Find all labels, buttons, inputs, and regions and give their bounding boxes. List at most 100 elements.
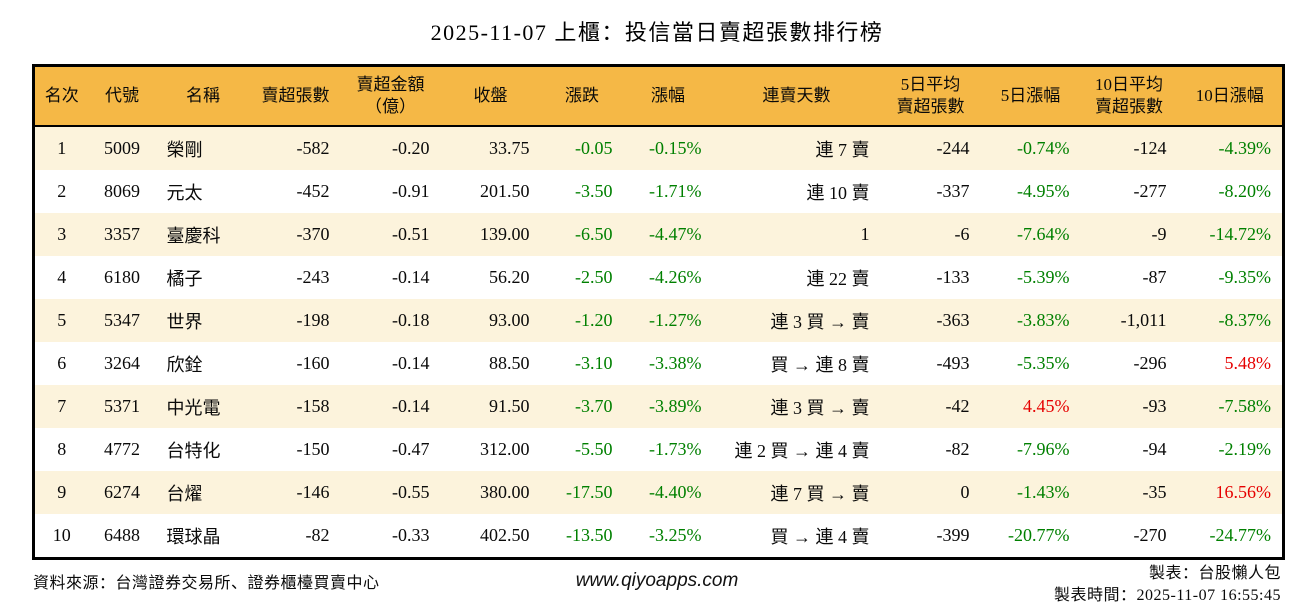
table-row: 3 3357 臺慶科 -370 -0.51 139.00 -6.50 -4.47% 1 -6 -7.… xyxy=(33,213,1284,256)
column-header-change-pct: 漲幅 xyxy=(623,65,713,127)
cell-code: 8069 xyxy=(104,181,140,201)
cell-net-sell-amount: -0.47 xyxy=(392,439,430,459)
column-header-pct10-change: 10日漲幅 xyxy=(1177,65,1284,127)
cell-change-pct: -4.47% xyxy=(623,213,713,256)
cell-net-sell-amount: -0.14 xyxy=(392,267,430,287)
report-page: 2025-11-07 上櫃：投信當日賣超張數排行榜 名次 代號 名稱 賣超張數 … xyxy=(0,17,1314,612)
cell-close: 139.00 xyxy=(440,213,541,256)
cell-pct10-change: 16.56% xyxy=(1177,471,1284,514)
cell-pct5-change: -3.83% xyxy=(980,299,1081,342)
column-header-code: 代號 xyxy=(88,65,156,127)
cell-avg5-net-sell: -337 xyxy=(936,181,970,201)
cell-rank: 10 xyxy=(52,525,71,545)
cell-name: 中光電 xyxy=(155,385,251,428)
cell-rank: 2 xyxy=(57,181,67,201)
column-header-close: 收盤 xyxy=(440,65,541,127)
cell-sell-streak: 連 2 買 → 連 4 賣 xyxy=(734,440,870,461)
cell-close: 56.20 xyxy=(489,267,530,287)
cell-change-pct: -1.27% xyxy=(623,299,713,342)
cell-change: -5.50 xyxy=(575,439,613,459)
column-header-net-sell-amount: 賣超金額 （億） xyxy=(340,65,441,127)
cell-pct5-change: -5.39% xyxy=(1017,267,1070,287)
cell-avg5-net-sell: -6 xyxy=(880,213,981,256)
cell-name: 榮剛 xyxy=(155,126,251,170)
made-by: 製表：台股懶人包 xyxy=(1148,565,1281,582)
table-row: 5 5347 世界 -198 -0.18 93.00 -1.20 -1.27% 連 3 買 → … xyxy=(33,299,1284,342)
cell-avg5-net-sell: -82 xyxy=(945,439,970,459)
footer: 資料來源：台灣證券交易所、證券櫃檯買賣中心 www.qiyoapps.com 製… xyxy=(32,560,1282,612)
page-title: 2025-11-07 上櫃：投信當日賣超張數排行榜 xyxy=(430,20,884,45)
cell-avg5-net-sell: -244 xyxy=(880,126,981,170)
cell-net-sell-volume: -82 xyxy=(305,525,330,545)
cell-name: 欣銓 xyxy=(166,354,203,375)
cell-name: 橘子 xyxy=(166,268,203,289)
cell-change-pct: -1.71% xyxy=(649,181,702,201)
cell-close: 380.00 xyxy=(440,471,541,514)
column-header-sell-streak: 連賣天數 xyxy=(712,65,881,127)
cell-change: -3.10 xyxy=(575,353,613,373)
table-row: 4 6180 橘子 -243 -0.14 56.20 -2.50 -4.26% 連 22 賣 -1… xyxy=(34,256,1284,299)
cell-net-sell-amount: -0.14 xyxy=(340,385,441,428)
cell-pct10-change: -7.58% xyxy=(1177,385,1284,428)
cell-net-sell-amount: -0.18 xyxy=(340,299,441,342)
column-header-pct5-change: 5日漲幅 xyxy=(980,65,1081,127)
cell-code: 4772 xyxy=(104,439,140,459)
cell-pct10-change: 5.48% xyxy=(1224,353,1272,373)
table-row: 9 6274 台燿 -146 -0.55 380.00 -17.50 -4.40% 連 7 買 … xyxy=(33,471,1284,514)
cell-pct5-change: -1.43% xyxy=(980,471,1081,514)
cell-net-sell-amount: -0.14 xyxy=(392,353,430,373)
column-header-avg10-net-sell: 10日平均 賣超張數 xyxy=(1080,65,1178,127)
cell-change-pct: -4.26% xyxy=(649,267,702,287)
cell-change: -3.70 xyxy=(540,385,624,428)
cell-name: 台燿 xyxy=(155,471,251,514)
table-row: 1 5009 榮剛 -582 -0.20 33.75 -0.05 -0.15% 連 7 賣 -24… xyxy=(33,126,1284,170)
cell-pct10-change: -14.72% xyxy=(1177,213,1284,256)
cell-net-sell-volume: -146 xyxy=(250,471,341,514)
column-header-change: 漲跌 xyxy=(540,65,624,127)
table-header: 名次 代號 名稱 賣超張數 賣超金額 （億） 收盤 漲跌 漲幅 連賣天數 5日平… xyxy=(33,65,1284,127)
cell-net-sell-volume: -158 xyxy=(250,385,341,428)
cell-pct5-change: -5.35% xyxy=(1017,353,1070,373)
cell-sell-streak: 連 22 賣 xyxy=(806,268,870,289)
cell-close: 402.50 xyxy=(480,525,530,545)
cell-avg5-net-sell: -363 xyxy=(880,299,981,342)
cell-rank: 6 xyxy=(57,353,67,373)
cell-avg10-net-sell: -296 xyxy=(1133,353,1167,373)
cell-avg5-net-sell: -42 xyxy=(880,385,981,428)
cell-sell-streak: 連 7 賣 xyxy=(712,126,881,170)
table-row: 7 5371 中光電 -158 -0.14 91.50 -3.70 -3.89% 連 3 買 →… xyxy=(33,385,1284,428)
cell-pct10-change: -24.77% xyxy=(1209,525,1272,545)
cell-avg10-net-sell: -270 xyxy=(1133,525,1167,545)
table-header-row: 名次 代號 名稱 賣超張數 賣超金額 （億） 收盤 漲跌 漲幅 連賣天數 5日平… xyxy=(33,65,1284,127)
cell-rank: 1 xyxy=(33,126,89,170)
cell-avg10-net-sell: -9 xyxy=(1080,213,1178,256)
cell-sell-streak: 買 → 連 8 賣 xyxy=(770,354,870,375)
cell-sell-streak: 連 7 買 → 賣 xyxy=(712,471,881,514)
cell-change-pct: -1.73% xyxy=(649,439,702,459)
cell-avg5-net-sell: -133 xyxy=(936,267,970,287)
cell-avg5-net-sell: -493 xyxy=(936,353,970,373)
cell-avg5-net-sell: -399 xyxy=(936,525,970,545)
cell-change: -2.50 xyxy=(575,267,613,287)
cell-net-sell-volume: -370 xyxy=(250,213,341,256)
cell-avg10-net-sell: -124 xyxy=(1080,126,1178,170)
cell-close: 88.50 xyxy=(489,353,530,373)
cell-net-sell-amount: -0.20 xyxy=(340,126,441,170)
cell-avg10-net-sell: -93 xyxy=(1080,385,1178,428)
cell-change: -6.50 xyxy=(540,213,624,256)
ranking-table: 名次 代號 名稱 賣超張數 賣超金額 （億） 收盤 漲跌 漲幅 連賣天數 5日平… xyxy=(32,64,1285,560)
cell-net-sell-volume: -198 xyxy=(250,299,341,342)
table-row: 6 3264 欣銓 -160 -0.14 88.50 -3.10 -3.38% 買 → 連 8 … xyxy=(34,342,1284,385)
cell-change-pct: -3.25% xyxy=(649,525,702,545)
cell-sell-streak: 1 xyxy=(712,213,881,256)
credits-block: 製表：台股懶人包 製表時間：2025-11-07 16:55:45 xyxy=(1054,563,1281,607)
cell-avg10-net-sell: -1,011 xyxy=(1080,299,1178,342)
cell-change-pct: -0.15% xyxy=(623,126,713,170)
cell-name: 元太 xyxy=(166,182,203,203)
cell-sell-streak: 連 3 買 → 賣 xyxy=(712,385,881,428)
cell-net-sell-volume: -160 xyxy=(296,353,330,373)
cell-rank: 9 xyxy=(33,471,89,514)
cell-change-pct: -3.38% xyxy=(649,353,702,373)
cell-name: 環球晶 xyxy=(166,526,221,547)
cell-change-pct: -3.89% xyxy=(623,385,713,428)
